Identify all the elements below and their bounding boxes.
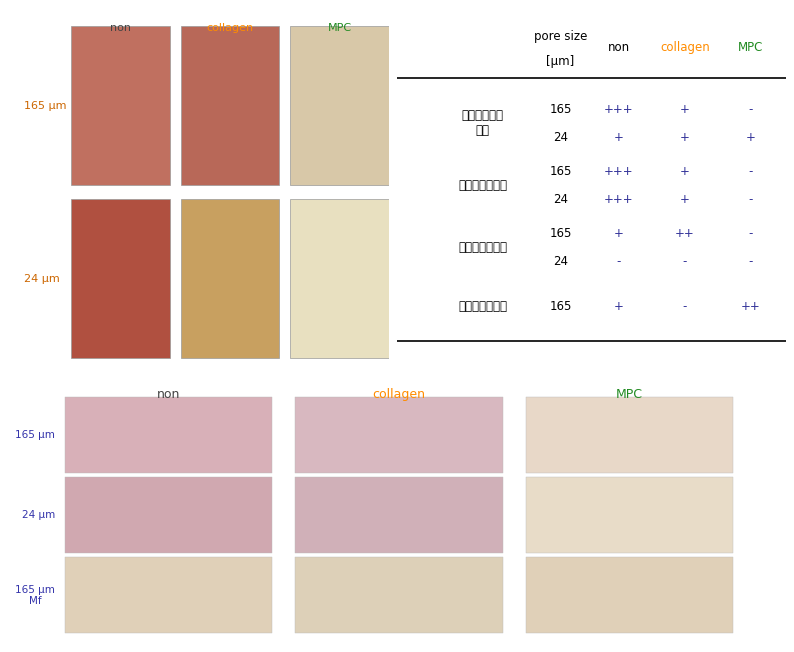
Text: -: - <box>749 193 754 206</box>
Text: -: - <box>617 255 621 268</box>
Text: 24: 24 <box>553 255 568 268</box>
Text: -: - <box>749 103 754 116</box>
Text: 165 μm: 165 μm <box>15 430 55 440</box>
Bar <box>526 397 733 473</box>
Text: +++: +++ <box>604 193 634 206</box>
Text: 血管新生（外）: 血管新生（外） <box>458 179 507 192</box>
Bar <box>295 477 503 554</box>
Bar <box>181 200 279 358</box>
Text: 24: 24 <box>553 193 568 206</box>
Text: -: - <box>683 300 687 313</box>
Bar <box>526 557 733 634</box>
Bar <box>291 27 389 185</box>
Text: 165: 165 <box>549 228 572 241</box>
Text: ++: ++ <box>741 300 761 313</box>
Bar <box>65 477 272 554</box>
Text: non: non <box>157 387 180 400</box>
Text: +: + <box>680 165 690 178</box>
Text: 血管新生（内）: 血管新生（内） <box>458 241 507 254</box>
Text: 165 μm
Mf: 165 μm Mf <box>15 585 55 606</box>
Text: +++: +++ <box>604 103 634 116</box>
Text: collagen: collagen <box>206 23 254 33</box>
Text: -: - <box>749 228 754 241</box>
Bar <box>295 557 503 634</box>
Text: -: - <box>749 165 754 178</box>
Text: 24 μm: 24 μm <box>24 274 60 284</box>
Bar <box>65 397 272 473</box>
Text: +: + <box>680 103 690 116</box>
Text: MPC: MPC <box>615 387 643 400</box>
Text: 24 μm: 24 μm <box>21 510 55 520</box>
Bar <box>291 200 389 358</box>
Text: +: + <box>614 300 624 313</box>
Text: 165: 165 <box>549 165 572 178</box>
Text: +: + <box>614 130 624 143</box>
Text: [μm]: [μm] <box>546 55 575 68</box>
Bar <box>71 200 170 358</box>
Bar <box>295 397 503 473</box>
Text: カプセル化層
形成: カプセル化層 形成 <box>461 110 503 137</box>
Text: マクロファージ: マクロファージ <box>458 300 507 313</box>
Text: 165: 165 <box>549 300 572 313</box>
Text: collagen: collagen <box>660 40 710 53</box>
Bar <box>71 27 170 185</box>
Text: +: + <box>680 130 690 143</box>
Text: 165 μm: 165 μm <box>24 101 67 111</box>
Text: non: non <box>110 23 131 33</box>
Text: -: - <box>683 255 687 268</box>
Text: MPC: MPC <box>738 40 764 53</box>
Text: +: + <box>680 193 690 206</box>
Text: -: - <box>749 255 754 268</box>
Text: +++: +++ <box>604 165 634 178</box>
Text: MPC: MPC <box>328 23 352 33</box>
Bar <box>526 477 733 554</box>
Text: ++: ++ <box>675 228 695 241</box>
Text: 165: 165 <box>549 103 572 116</box>
Text: pore size: pore size <box>534 31 587 43</box>
Text: non: non <box>607 40 630 53</box>
Bar <box>65 557 272 634</box>
Text: +: + <box>746 130 756 143</box>
Bar <box>181 27 279 185</box>
Text: 24: 24 <box>553 130 568 143</box>
Text: collagen: collagen <box>372 387 426 400</box>
Text: +: + <box>614 228 624 241</box>
